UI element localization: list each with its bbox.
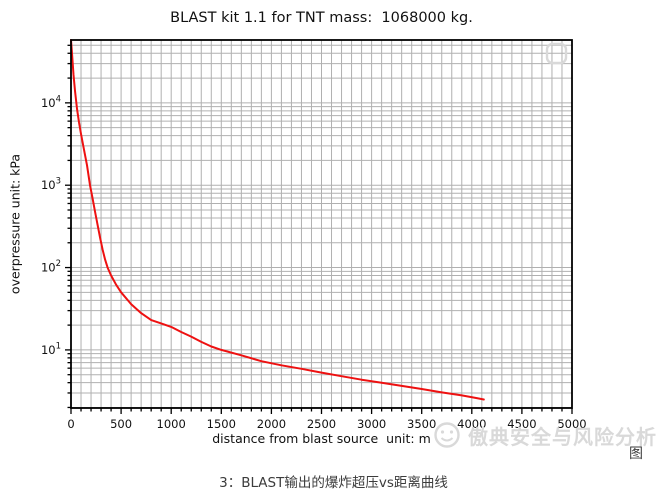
svg-text:4000: 4000 <box>457 417 486 431</box>
plot-border <box>70 39 573 409</box>
grid-lines <box>71 40 572 408</box>
svg-text:101: 101 <box>41 341 61 357</box>
plot-area-svg: 0 500 1000 1500 2000 2500 3000 3500 4000 4500 5000… <box>41 39 587 431</box>
svg-text:0: 0 <box>67 417 74 431</box>
x-axis-label: distance from blast source unit: m <box>212 431 431 446</box>
overpressure-curve <box>70 39 485 401</box>
svg-text:3500: 3500 <box>407 417 436 431</box>
y-tick-labels: 101 102 103 104 <box>41 94 61 357</box>
chart-title: BLAST kit 1.1 for TNT mass: 1068000 kg. <box>170 10 473 26</box>
svg-text:102: 102 <box>41 259 61 275</box>
svg-text:103: 103 <box>41 177 61 193</box>
svg-text:2000: 2000 <box>257 417 286 431</box>
svg-text:3000: 3000 <box>357 417 386 431</box>
x-tick-labels: 0 500 1000 1500 2000 2500 3000 3500 4000 4500 5000 <box>67 417 586 431</box>
svg-text:104: 104 <box>41 94 61 110</box>
caption-prefix-char: 图 <box>629 446 643 462</box>
rounded-square-logo-icon <box>545 42 568 65</box>
svg-text:1500: 1500 <box>207 417 236 431</box>
svg-text:5000: 5000 <box>557 417 586 431</box>
svg-text:500: 500 <box>110 417 132 431</box>
svg-text:1000: 1000 <box>157 417 186 431</box>
svg-text:4500: 4500 <box>507 417 536 431</box>
svg-text:2500: 2500 <box>307 417 336 431</box>
figure-caption: 3：BLAST输出的爆炸超压vs距离曲线 <box>219 475 448 491</box>
